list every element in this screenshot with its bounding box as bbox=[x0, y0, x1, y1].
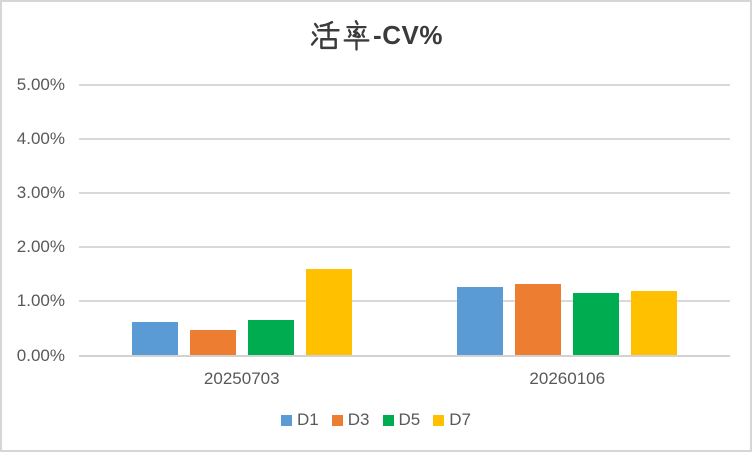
bar-D1-20260106[interactable] bbox=[457, 286, 504, 356]
chart-title-suffix: -CV% bbox=[373, 19, 443, 50]
legend-label: D7 bbox=[449, 410, 471, 429]
legend-item-D1[interactable]: D1 bbox=[281, 409, 319, 431]
gridline bbox=[79, 84, 730, 86]
bar-D5-20250703[interactable] bbox=[247, 319, 294, 356]
y-axis-label: 3.00% bbox=[16, 183, 65, 203]
legend: D1 D3 D5 D7 bbox=[2, 409, 750, 431]
gridline bbox=[79, 300, 730, 303]
bar-D3-20260106[interactable] bbox=[515, 283, 562, 356]
title-hanzi-huo-glyph bbox=[310, 20, 340, 49]
y-axis-label: 0.00% bbox=[16, 345, 65, 365]
y-axis-label: 4.00% bbox=[16, 129, 65, 149]
gridline bbox=[79, 246, 730, 249]
legend-item-D7[interactable]: D7 bbox=[433, 409, 471, 431]
title-hanzi-lv-glyph bbox=[343, 19, 370, 51]
chart-title: 活率-CV% -CV% bbox=[2, 14, 750, 56]
gridline bbox=[79, 192, 730, 195]
y-axis-label: 5.00% bbox=[16, 75, 65, 94]
legend-label: D3 bbox=[347, 410, 370, 429]
bar-D7-20250703[interactable] bbox=[305, 269, 352, 356]
y-axis-label: 2.00% bbox=[16, 237, 65, 257]
legend-swatch-D1 bbox=[281, 414, 293, 426]
legend-swatch-D3 bbox=[331, 414, 343, 426]
bar-D5-20260106[interactable] bbox=[573, 292, 620, 356]
gridline bbox=[79, 354, 730, 357]
bar-D1-20250703[interactable] bbox=[131, 321, 178, 356]
gridline bbox=[79, 138, 730, 141]
legend-swatch-D7 bbox=[433, 414, 445, 426]
legend-item-D5[interactable]: D5 bbox=[382, 409, 421, 431]
x-axis-label: 20250703 bbox=[203, 368, 280, 388]
bar-D3-20250703[interactable] bbox=[189, 329, 236, 356]
legend-swatch-D5 bbox=[382, 414, 394, 426]
legend-item-D3[interactable]: D3 bbox=[331, 409, 370, 431]
legend-label: D5 bbox=[398, 410, 421, 429]
legend-label: D1 bbox=[297, 410, 319, 429]
y-axis-label: 1.00% bbox=[16, 291, 65, 311]
x-axis-label: 20260106 bbox=[529, 368, 606, 388]
bar-D7-20260106[interactable] bbox=[631, 291, 678, 356]
